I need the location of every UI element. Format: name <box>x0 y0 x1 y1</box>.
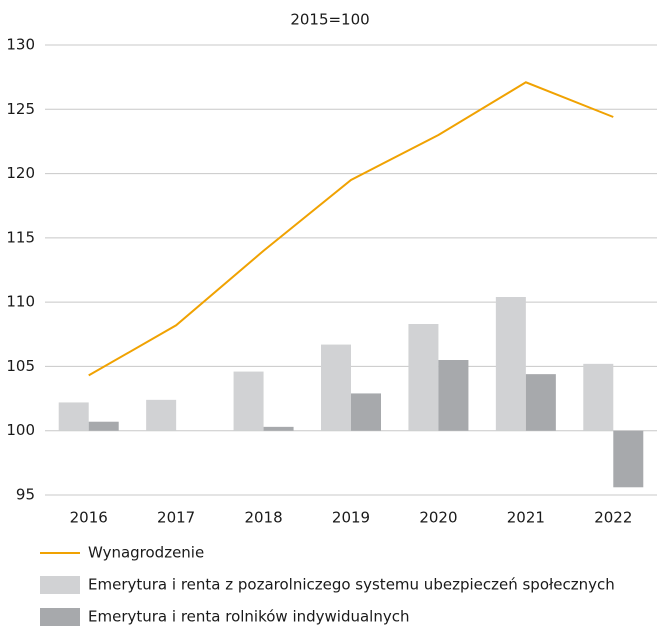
bar <box>438 360 469 431</box>
y-tick-label: 95 <box>16 486 35 504</box>
x-tick-label: 2016 <box>70 509 108 527</box>
bar <box>525 374 556 431</box>
y-tick-label: 125 <box>6 100 35 118</box>
bar <box>263 426 294 431</box>
bar <box>321 344 351 431</box>
bar <box>351 393 381 431</box>
x-tick-label: 2021 <box>507 509 545 527</box>
bar <box>408 324 439 431</box>
legend-label: Wynagrodzenie <box>88 544 204 562</box>
x-tick-label: 2017 <box>157 509 195 527</box>
bar <box>58 402 89 431</box>
x-tick-label: 2018 <box>244 509 282 527</box>
chart-subtitle: 2015=100 <box>290 11 369 29</box>
x-tick-label: 2019 <box>332 509 370 527</box>
bar <box>233 371 264 431</box>
legend-label: Emerytura i renta rolników indywidualnyc… <box>88 608 409 626</box>
bar <box>88 421 119 431</box>
line <box>88 81 614 377</box>
y-tick-label: 120 <box>6 164 35 182</box>
bar <box>583 363 614 431</box>
bar <box>495 297 526 431</box>
bar <box>146 399 177 431</box>
x-tick-label: 2020 <box>419 509 457 527</box>
y-tick-label: 100 <box>6 421 35 439</box>
y-tick-label: 115 <box>6 228 35 246</box>
y-tick-label: 110 <box>6 293 35 311</box>
y-tick-label: 130 <box>6 36 35 54</box>
legend-label: Emerytura i renta z pozarolniczego syste… <box>88 576 615 594</box>
legend-swatch <box>40 576 80 594</box>
bar <box>613 430 644 488</box>
legend-swatch <box>40 608 80 626</box>
x-tick-label: 2022 <box>594 509 632 527</box>
y-tick-label: 105 <box>6 357 35 375</box>
